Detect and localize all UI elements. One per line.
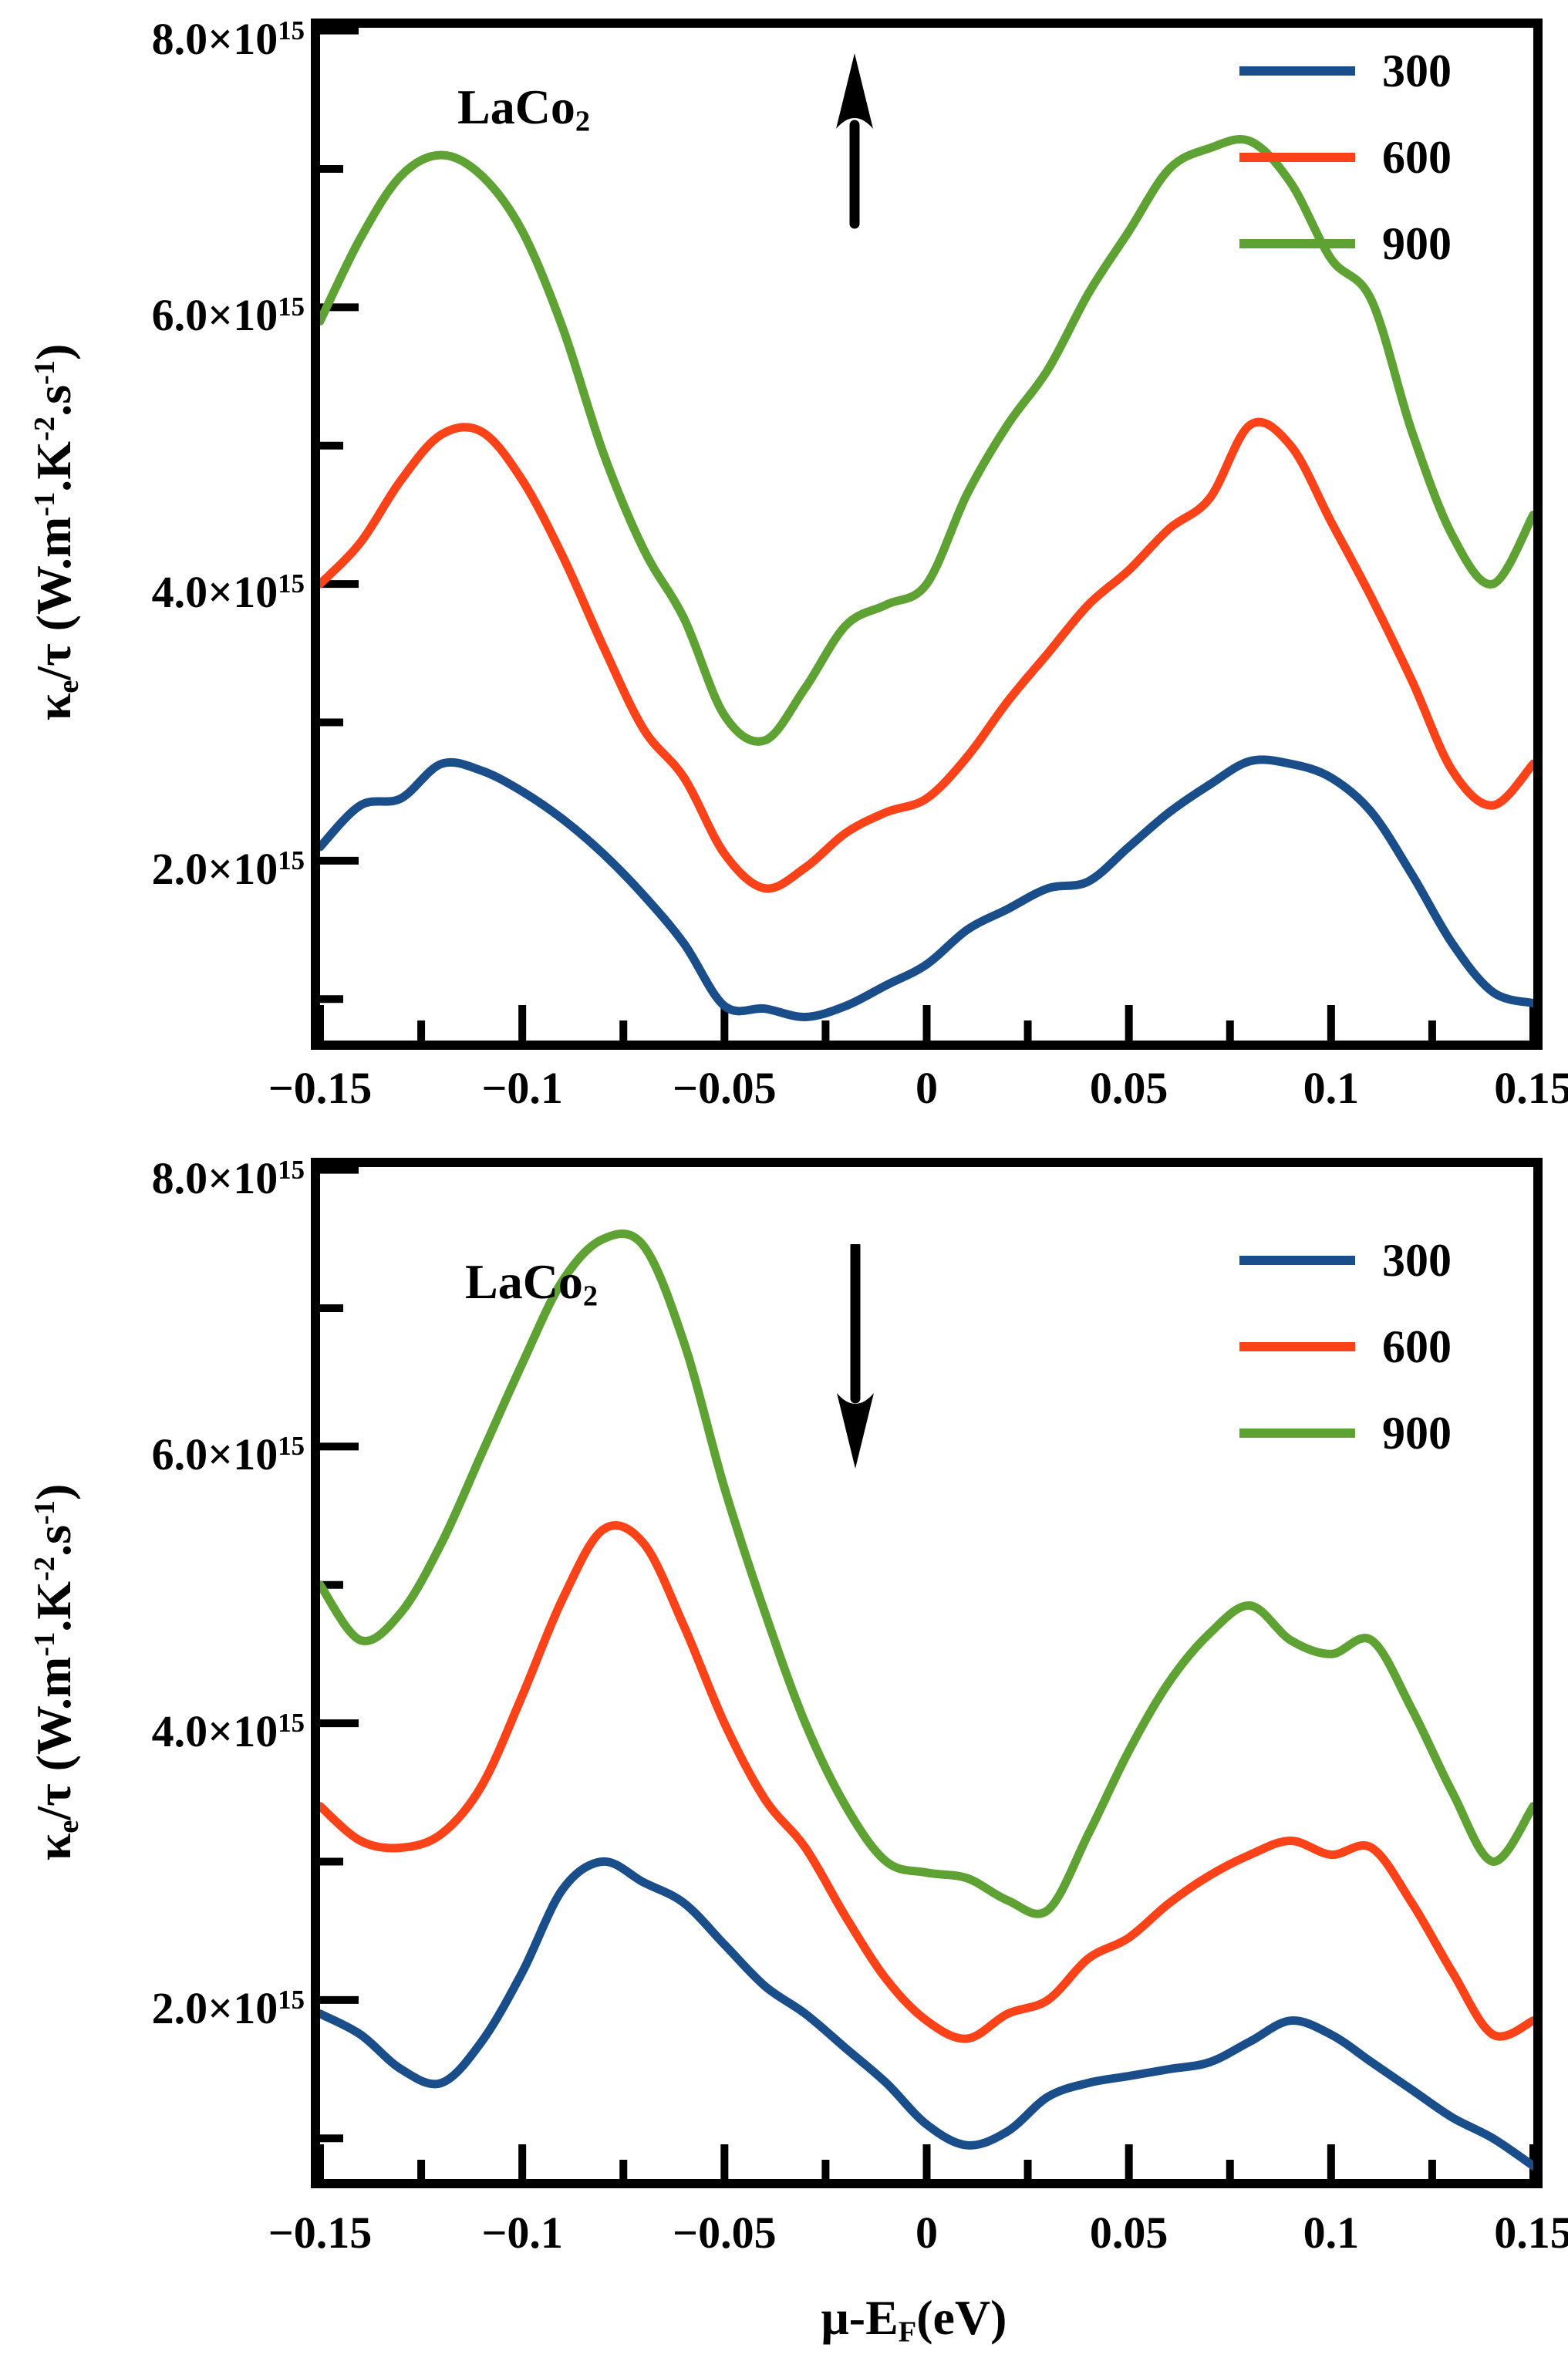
superscript-text: -2 bbox=[29, 1556, 62, 1581]
superscript-text: 15 bbox=[278, 292, 305, 322]
subscript-text: F bbox=[898, 2316, 917, 2349]
x-tick-label-0.05: 0.05 bbox=[1089, 1063, 1168, 1113]
superscript-text: 15 bbox=[278, 1431, 305, 1462]
arrow-head bbox=[837, 1393, 874, 1469]
plain-text: 6.0×10 bbox=[151, 290, 278, 341]
plain-text: 2.0×10 bbox=[151, 1982, 278, 2033]
superscript-text: 15 bbox=[278, 568, 305, 599]
compound-label-spin-up: LaCo2 bbox=[457, 79, 590, 139]
compound-label-spin-down: LaCo2 bbox=[465, 1253, 598, 1314]
superscript-text: 15 bbox=[278, 1984, 305, 2015]
plain-text: ) bbox=[26, 343, 82, 361]
plot-area-spin-down: LaCo2 300 600 900 bbox=[311, 1158, 1543, 2188]
y-tick-label-2.0: 2.0×1015 bbox=[8, 835, 305, 896]
legend-swatch-900 bbox=[1239, 239, 1355, 248]
subscript-text: 2 bbox=[575, 105, 591, 138]
x-tick-label-−0.15: −0.15 bbox=[268, 1063, 373, 1113]
curves-svg-spin-up bbox=[320, 28, 1533, 1041]
legend-swatch-600 bbox=[1239, 153, 1355, 162]
plain-text: 4.0×10 bbox=[151, 567, 278, 618]
subscript-text: 2 bbox=[582, 1280, 599, 1313]
arrow-head bbox=[836, 53, 873, 129]
superscript-text: 15 bbox=[278, 845, 305, 875]
superscript-text: 15 bbox=[278, 1708, 305, 1739]
x-tick-label-−0.15: −0.15 bbox=[268, 2208, 373, 2258]
plain-text: (eV) bbox=[916, 2290, 1007, 2345]
superscript-text: -1 bbox=[29, 1631, 62, 1657]
y-axis-title-bottom: κe/τ (W.m-1.K-2.s-1) bbox=[25, 1484, 86, 1861]
legend-label-600: 600 bbox=[1382, 1321, 1452, 1372]
curve-300-spin-down bbox=[320, 1857, 1533, 2171]
subscript-text: e bbox=[52, 1820, 85, 1833]
legend-label-300: 300 bbox=[1382, 46, 1452, 96]
superscript-text: -1 bbox=[29, 491, 62, 517]
legend-label-600: 600 bbox=[1382, 132, 1452, 183]
plain-text: 2.0×10 bbox=[151, 843, 278, 894]
plain-text: κ bbox=[26, 693, 82, 721]
spin-up-arrow-icon bbox=[836, 53, 873, 229]
y-tick-label-4.0: 4.0×1015 bbox=[8, 558, 305, 619]
plain-text: 6.0×10 bbox=[151, 1429, 278, 1480]
spin-down-arrow-icon bbox=[837, 1244, 874, 1469]
plain-text: .K bbox=[26, 1580, 82, 1632]
x-tick-label-−0.1: −0.1 bbox=[481, 2208, 563, 2258]
y-axis-title-top: κe/τ (W.m-1.K-2.s-1) bbox=[25, 344, 86, 721]
curve-600-spin-up bbox=[320, 417, 1533, 893]
subscript-text: e bbox=[52, 680, 85, 693]
plain-text: ) bbox=[26, 1483, 82, 1501]
x-tick-label-−0.1: −0.1 bbox=[481, 1063, 563, 1113]
legend-label-900: 900 bbox=[1382, 1408, 1452, 1459]
y-tick-label-4.0: 4.0×1015 bbox=[8, 1697, 305, 1758]
superscript-text: -2 bbox=[29, 416, 62, 441]
y-tick-label-2.0: 2.0×1015 bbox=[8, 1974, 305, 2035]
x-tick-label-0.05: 0.05 bbox=[1089, 2208, 1168, 2258]
plain-text: μ-E bbox=[821, 2290, 899, 2345]
legend-label-900: 900 bbox=[1382, 218, 1452, 269]
x-tick-label-−0.05: −0.05 bbox=[673, 1063, 777, 1113]
plain-text: .s bbox=[26, 1525, 82, 1557]
plain-text: LaCo bbox=[465, 1254, 583, 1309]
plain-text: 8.0×10 bbox=[151, 13, 278, 64]
legend-swatch-600 bbox=[1239, 1342, 1355, 1351]
plot-area-spin-up: LaCo2 300 600 900 bbox=[311, 19, 1543, 1050]
legend-swatch-300 bbox=[1239, 1256, 1355, 1265]
legend-swatch-300 bbox=[1239, 66, 1355, 76]
x-axis-title: μ-EF(eV) bbox=[821, 2289, 1007, 2349]
plain-text: .K bbox=[26, 440, 82, 492]
legend-label-300: 300 bbox=[1382, 1235, 1452, 1286]
y-tick-label-8.0: 8.0×1015 bbox=[8, 5, 305, 66]
x-tick-label-0: 0 bbox=[916, 2208, 938, 2258]
curves-svg-spin-down bbox=[320, 1167, 1533, 2180]
x-tick-label-0.15: 0.15 bbox=[1494, 1063, 1568, 1113]
plain-text: κ bbox=[26, 1833, 82, 1861]
curve-900-spin-down bbox=[320, 1230, 1533, 1918]
superscript-text: 15 bbox=[278, 15, 305, 46]
plain-text: .s bbox=[26, 385, 82, 417]
superscript-text: -1 bbox=[29, 360, 62, 386]
legend-swatch-900 bbox=[1239, 1429, 1355, 1438]
curve-600-spin-down bbox=[320, 1521, 1533, 2043]
superscript-text: 15 bbox=[278, 1154, 305, 1185]
superscript-text: -1 bbox=[29, 1500, 62, 1526]
curve-900-spin-up bbox=[320, 135, 1533, 746]
x-tick-label-0.1: 0.1 bbox=[1303, 1063, 1360, 1113]
x-tick-label-0.15: 0.15 bbox=[1494, 2208, 1568, 2258]
plain-text: 4.0×10 bbox=[151, 1706, 278, 1757]
plain-text: LaCo bbox=[457, 79, 575, 134]
plain-text: 8.0×10 bbox=[151, 1152, 278, 1203]
x-tick-label-−0.05: −0.05 bbox=[673, 2208, 777, 2258]
x-tick-label-0: 0 bbox=[916, 1063, 938, 1113]
y-tick-label-8.0: 8.0×1015 bbox=[8, 1144, 305, 1205]
y-tick-label-6.0: 6.0×1015 bbox=[8, 1420, 305, 1481]
x-tick-label-0.1: 0.1 bbox=[1303, 2208, 1360, 2258]
y-tick-label-6.0: 6.0×1015 bbox=[8, 281, 305, 342]
curve-300-spin-up bbox=[320, 755, 1533, 1021]
